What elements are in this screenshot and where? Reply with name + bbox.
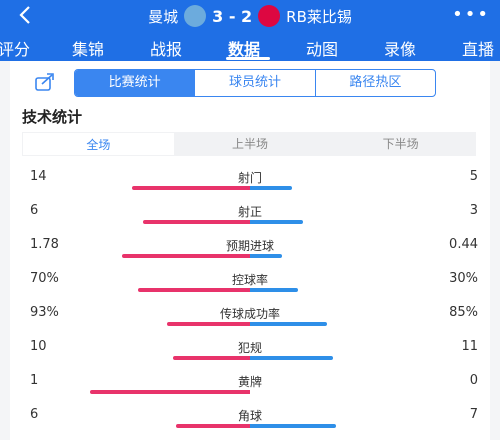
away-team-logo: [258, 5, 281, 27]
match-header: 曼城 3 - 2 RB莱比锡: [0, 4, 500, 28]
away-value: 3: [469, 203, 478, 218]
stats-type-selector: 比赛统计 球员统计 路径热区: [74, 69, 436, 97]
home-bar: [142, 220, 250, 224]
segment-heat-zones[interactable]: 路径热区: [314, 70, 435, 96]
stat-row: 1 黄牌 0: [10, 373, 490, 403]
away-bar: [250, 322, 327, 326]
period-selector: 全场 上半场 下半场: [22, 132, 476, 156]
period-full[interactable]: 全场: [23, 133, 174, 155]
away-value: 0: [469, 373, 478, 388]
stat-label: 射正: [237, 205, 262, 219]
away-value: 0.44: [449, 237, 478, 252]
away-bar: [250, 220, 303, 224]
more-icon[interactable]: •••: [452, 4, 490, 25]
period-first-half[interactable]: 上半场: [232, 137, 269, 151]
away-bar: [250, 424, 337, 428]
nav-tabs: 评分 集锦 战报 数据 动图 录像 直播: [0, 33, 500, 61]
stat-row: 93% 传球成功率 85%: [10, 305, 490, 335]
active-tab-indicator: [226, 57, 270, 60]
content-panel: 比赛统计 球员统计 路径热区 技术统计 全场 上半场 下半场 14 射门 5 6 射正 3…: [0, 61, 500, 440]
away-bar: [250, 288, 298, 292]
away-value: 5: [469, 169, 478, 184]
home-value: 1: [30, 373, 39, 388]
home-bar: [138, 288, 250, 292]
away-value: 85%: [449, 305, 478, 320]
away-value: 30%: [449, 271, 478, 286]
stat-label: 犯规: [237, 341, 262, 355]
home-value: 6: [30, 407, 39, 422]
share-icon[interactable]: [34, 72, 56, 96]
home-bar: [131, 186, 250, 190]
tab-highlights[interactable]: 集锦: [72, 40, 105, 59]
tab-report[interactable]: 战报: [150, 40, 183, 59]
segment-match-stats[interactable]: 比赛统计: [75, 70, 195, 96]
stat-row: 6 角球 7: [10, 407, 490, 437]
home-value: 10: [30, 339, 47, 354]
away-bar: [250, 186, 292, 190]
stat-row: 6 射正 3: [10, 203, 490, 233]
stat-label: 预期进球: [225, 239, 274, 253]
tab-replay[interactable]: 录像: [384, 40, 417, 59]
stat-label: 传球成功率: [219, 307, 280, 321]
home-value: 6: [30, 203, 39, 218]
home-value: 93%: [30, 305, 59, 320]
home-bar: [176, 424, 250, 428]
home-value: 70%: [30, 271, 59, 286]
period-second-half[interactable]: 下半场: [382, 137, 419, 151]
top-bar: 曼城 3 - 2 RB莱比锡 •••: [0, 0, 500, 33]
tab-ratings[interactable]: 评分: [0, 40, 31, 59]
stat-row: 1.78 预期进球 0.44: [10, 237, 490, 267]
match-score: 3 - 2: [212, 6, 253, 26]
tab-live[interactable]: 直播: [462, 40, 495, 59]
stat-label: 射门: [237, 171, 262, 185]
home-team-logo: [184, 5, 207, 27]
away-bar: [250, 356, 334, 360]
away-bar: [250, 254, 282, 258]
stat-label: 控球率: [231, 273, 268, 287]
stat-label: 角球: [237, 409, 262, 423]
home-bar: [173, 356, 250, 360]
stat-label: 黄牌: [237, 375, 262, 389]
away-value: 7: [469, 407, 478, 422]
home-value: 1.78: [30, 237, 59, 252]
stat-row: 14 射门 5: [10, 169, 490, 199]
stats-card: 比赛统计 球员统计 路径热区 技术统计 全场 上半场 下半场 14 射门 5 6 射正 3…: [10, 61, 490, 440]
away-value: 11: [461, 339, 478, 354]
home-bar: [90, 390, 250, 394]
back-icon[interactable]: [14, 4, 36, 26]
home-team-name: 曼城: [148, 7, 179, 26]
tab-gifs[interactable]: 动图: [306, 40, 339, 59]
home-value: 14: [30, 169, 47, 184]
away-team-name: RB莱比锡: [286, 7, 352, 26]
segment-player-stats[interactable]: 球员统计: [194, 70, 314, 96]
tab-data[interactable]: 数据: [228, 40, 261, 59]
stat-row: 10 犯规 11: [10, 339, 490, 369]
home-bar: [122, 254, 250, 258]
section-title: 技术统计: [22, 108, 83, 126]
stat-row: 70% 控球率 30%: [10, 271, 490, 301]
home-bar: [166, 322, 250, 326]
